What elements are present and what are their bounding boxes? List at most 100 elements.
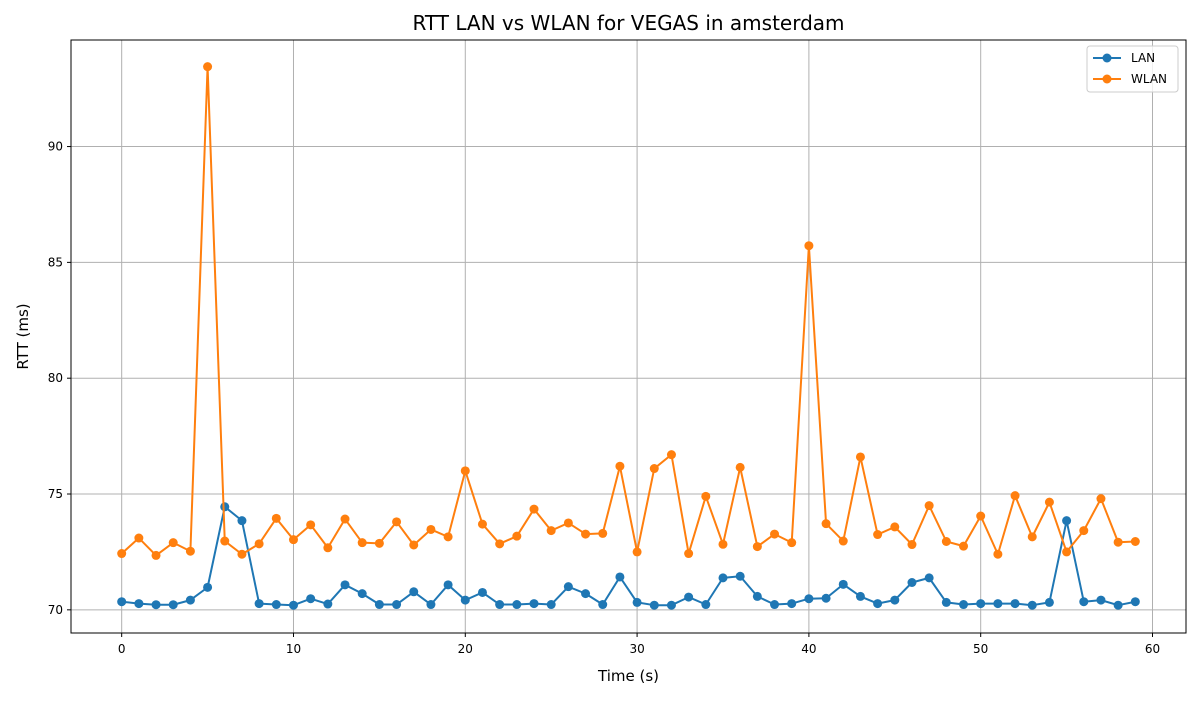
series-wlan bbox=[117, 62, 1140, 560]
data-point-lan bbox=[203, 582, 213, 592]
grid bbox=[71, 40, 1186, 633]
data-point-wlan bbox=[890, 522, 900, 532]
data-point-lan bbox=[495, 600, 505, 610]
x-tick-label: 10 bbox=[286, 642, 301, 656]
data-point-wlan bbox=[1010, 491, 1020, 501]
data-point-wlan bbox=[1079, 526, 1089, 536]
data-point-wlan bbox=[288, 535, 298, 545]
data-point-lan bbox=[959, 600, 969, 610]
data-point-lan bbox=[374, 600, 384, 610]
data-point-lan bbox=[718, 573, 728, 583]
data-point-wlan bbox=[237, 549, 247, 559]
data-point-wlan bbox=[873, 530, 883, 540]
data-point-wlan bbox=[924, 501, 934, 511]
data-point-wlan bbox=[993, 549, 1003, 559]
legend-marker-wlan bbox=[1102, 74, 1112, 84]
data-point-lan bbox=[1079, 597, 1089, 607]
y-tick-label: 90 bbox=[48, 140, 63, 154]
plot-frame bbox=[70, 39, 1187, 634]
data-point-lan bbox=[924, 573, 934, 583]
x-tick-label: 30 bbox=[629, 642, 644, 656]
data-point-wlan bbox=[787, 538, 797, 548]
y-tick-label: 80 bbox=[48, 371, 63, 385]
data-point-wlan bbox=[1044, 497, 1054, 507]
data-point-lan bbox=[752, 591, 762, 601]
y-tick-label: 75 bbox=[48, 487, 63, 501]
data-point-wlan bbox=[598, 528, 608, 538]
data-point-wlan bbox=[701, 491, 711, 501]
data-point-lan bbox=[1130, 597, 1140, 607]
data-point-lan bbox=[770, 600, 780, 610]
data-point-wlan bbox=[168, 538, 178, 548]
y-tick-label: 85 bbox=[48, 255, 63, 269]
data-point-wlan bbox=[374, 538, 384, 548]
data-point-lan bbox=[993, 599, 1003, 609]
data-point-wlan bbox=[718, 539, 728, 549]
data-point-lan bbox=[254, 599, 264, 609]
data-point-lan bbox=[838, 579, 848, 589]
data-point-wlan bbox=[1113, 537, 1123, 547]
data-point-lan bbox=[666, 600, 676, 610]
data-point-lan bbox=[1113, 600, 1123, 610]
data-point-wlan bbox=[426, 524, 436, 534]
data-point-lan bbox=[529, 599, 539, 609]
legend: LAN WLAN bbox=[1086, 45, 1179, 93]
data-point-wlan bbox=[666, 450, 676, 460]
data-point-wlan bbox=[477, 519, 487, 529]
data-point-lan bbox=[288, 600, 298, 610]
data-point-wlan bbox=[907, 540, 917, 550]
data-point-wlan bbox=[855, 452, 865, 462]
data-point-lan bbox=[237, 516, 247, 526]
data-point-wlan bbox=[959, 541, 969, 551]
data-point-wlan bbox=[770, 529, 780, 539]
legend-label-lan: LAN bbox=[1131, 51, 1155, 65]
data-point-lan bbox=[477, 587, 487, 597]
series-line-wlan bbox=[121, 65, 1136, 557]
data-point-lan bbox=[151, 600, 161, 610]
y-tick-label: 70 bbox=[48, 603, 63, 617]
data-point-lan bbox=[443, 580, 453, 590]
data-point-lan bbox=[512, 600, 522, 610]
data-point-lan bbox=[357, 589, 367, 599]
axes: 0 10 20 30 40 50 60 70 75 80 85 90 bbox=[48, 39, 1187, 656]
data-point-lan bbox=[649, 600, 659, 610]
x-axis-label: Time (s) bbox=[597, 667, 659, 685]
x-tick-label: 20 bbox=[458, 642, 473, 656]
data-point-wlan bbox=[941, 537, 951, 547]
data-point-wlan bbox=[821, 519, 831, 529]
data-point-lan bbox=[271, 600, 281, 610]
data-point-wlan bbox=[976, 511, 986, 521]
data-point-wlan bbox=[460, 466, 470, 476]
data-point-wlan bbox=[203, 62, 213, 72]
data-point-wlan bbox=[529, 504, 539, 514]
legend-label-wlan: WLAN bbox=[1131, 72, 1167, 86]
data-point-wlan bbox=[185, 546, 195, 556]
data-point-wlan bbox=[735, 462, 745, 472]
data-point-lan bbox=[735, 571, 745, 581]
x-tick-label: 40 bbox=[801, 642, 816, 656]
data-point-wlan bbox=[1096, 494, 1106, 504]
data-point-lan bbox=[890, 595, 900, 605]
data-point-lan bbox=[976, 599, 986, 609]
data-point-lan bbox=[941, 597, 951, 607]
data-point-lan bbox=[392, 600, 402, 610]
data-point-lan bbox=[1044, 597, 1054, 607]
x-tick-label: 50 bbox=[973, 642, 988, 656]
data-point-wlan bbox=[340, 514, 350, 524]
data-point-lan bbox=[168, 600, 178, 610]
data-point-lan bbox=[787, 599, 797, 609]
data-point-wlan bbox=[117, 549, 127, 559]
data-point-lan bbox=[134, 599, 144, 609]
x-tick-label: 60 bbox=[1145, 642, 1160, 656]
data-point-lan bbox=[873, 599, 883, 609]
data-point-lan bbox=[306, 594, 316, 604]
legend-marker-lan bbox=[1102, 53, 1112, 63]
data-point-wlan bbox=[684, 549, 694, 559]
data-point-lan bbox=[323, 599, 333, 609]
data-point-wlan bbox=[323, 543, 333, 553]
data-point-wlan bbox=[512, 531, 522, 541]
data-point-wlan bbox=[271, 513, 281, 523]
data-point-wlan bbox=[649, 464, 659, 474]
data-point-wlan bbox=[563, 518, 573, 528]
